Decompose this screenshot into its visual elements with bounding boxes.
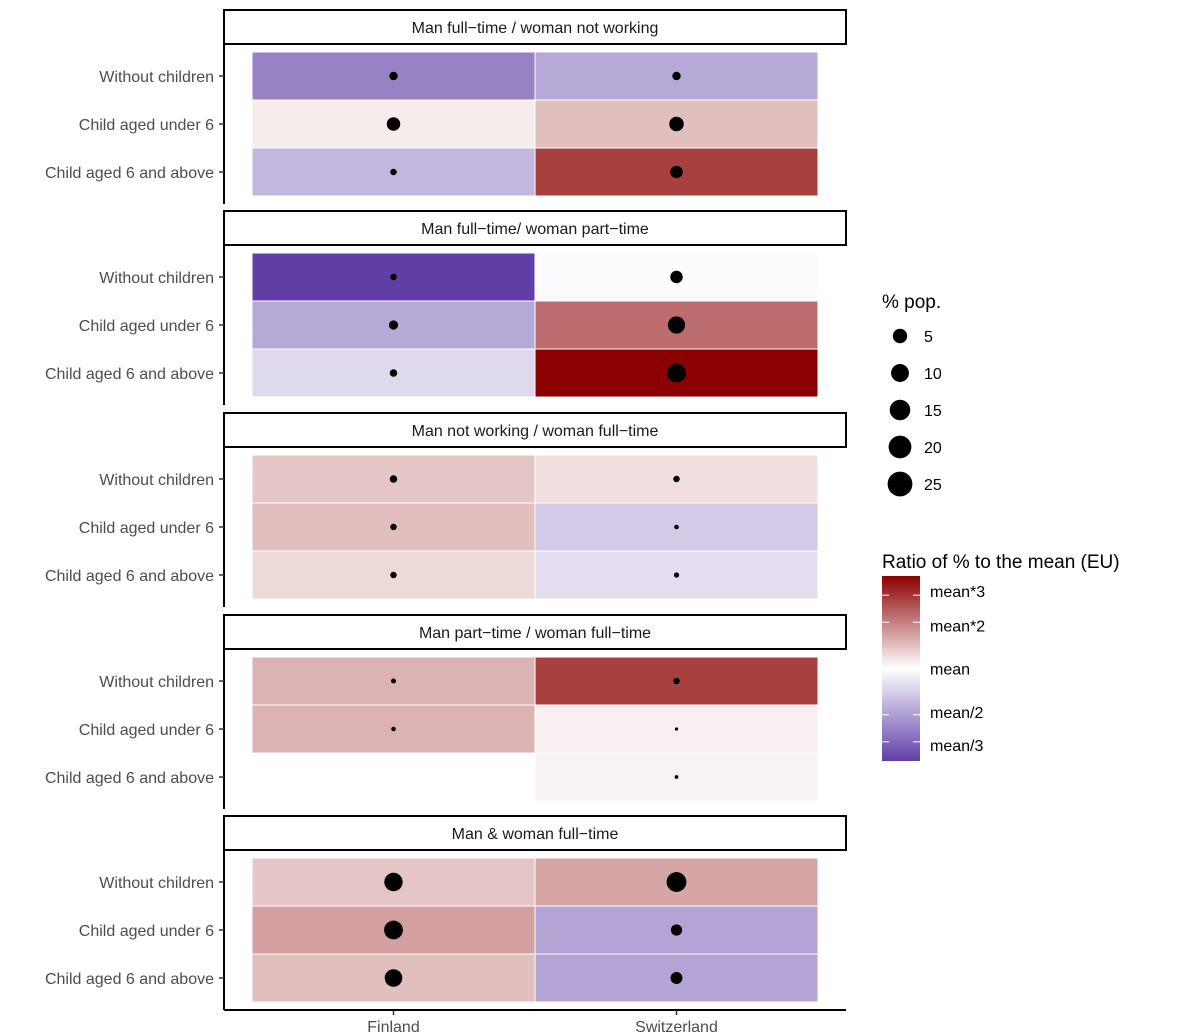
facet-strip xyxy=(223,210,847,246)
y-tick-label: Child aged 6 and above xyxy=(45,770,214,787)
y-tick-label: Child aged under 6 xyxy=(79,722,214,739)
facet-strip xyxy=(223,9,847,45)
x-tick-label: Finland xyxy=(367,1019,419,1036)
size-legend-label: 10 xyxy=(924,366,942,383)
size-point xyxy=(390,678,397,684)
facet-panel: Man part−time / woman full−time Without c… xyxy=(45,614,847,809)
size-point xyxy=(669,116,684,132)
y-tick-label: Child aged under 6 xyxy=(79,318,214,335)
size-point xyxy=(673,677,680,685)
size-point xyxy=(384,872,403,892)
x-tick-label: Switzerland xyxy=(635,1019,718,1036)
size-point xyxy=(670,165,683,179)
facet-title: Man full−time / woman not working xyxy=(412,20,659,37)
size-point xyxy=(390,168,397,176)
size-point xyxy=(386,117,401,131)
facet-strip xyxy=(223,815,847,851)
size-point xyxy=(667,363,686,383)
size-legend-title: % pop. xyxy=(882,292,941,313)
heat-cell xyxy=(251,300,536,350)
facet-panel: Man full−time/ woman part−time Without ch… xyxy=(45,210,847,405)
facet-strip xyxy=(223,412,847,448)
size-legend-key xyxy=(888,435,912,459)
size-point xyxy=(389,71,398,81)
color-legend-title: Ratio of % to the mean (EU) xyxy=(882,552,1120,573)
facet-title: Man full−time/ woman part−time xyxy=(421,221,649,238)
size-point xyxy=(672,71,681,81)
size-point xyxy=(674,524,679,530)
y-tick-label: Child aged 6 and above xyxy=(45,568,214,585)
y-tick-label: Child aged under 6 xyxy=(79,520,214,537)
color-legend-label: mean xyxy=(930,662,970,679)
size-legend: % pop. 5 10 15 20 25 xyxy=(882,292,942,497)
size-point xyxy=(390,571,397,579)
color-legend-label: mean*2 xyxy=(930,618,985,635)
size-point xyxy=(388,320,399,330)
color-legend: Ratio of % to the mean (EU) mean*3 mean*2 m… xyxy=(882,552,1120,761)
facet-title: Man & woman full−time xyxy=(452,826,619,843)
size-point xyxy=(389,369,398,377)
y-tick-label: Without children xyxy=(99,674,214,691)
size-point xyxy=(384,920,403,940)
size-point xyxy=(389,475,398,483)
size-point xyxy=(667,316,686,334)
facet-panel: Man not working / woman full−time Without… xyxy=(45,412,847,607)
y-tick-label: Child aged 6 and above xyxy=(45,971,214,988)
y-tick-label: Without children xyxy=(99,472,214,489)
y-tick-label: Child aged 6 and above xyxy=(45,165,214,182)
size-legend-key xyxy=(892,328,908,344)
y-tick-label: Without children xyxy=(99,69,214,86)
size-legend-label: 25 xyxy=(924,477,942,494)
y-tick-label: Without children xyxy=(99,875,214,892)
facet-panel: Man full−time / woman not working Without… xyxy=(45,9,847,204)
size-point xyxy=(384,969,403,987)
size-legend-key xyxy=(891,364,909,382)
color-legend-label: mean*3 xyxy=(930,584,985,601)
size-point xyxy=(391,726,396,732)
size-point xyxy=(670,972,683,984)
size-legend-label: 20 xyxy=(924,440,942,457)
color-legend-label: mean/3 xyxy=(930,738,983,755)
size-point xyxy=(390,523,397,531)
size-legend-key xyxy=(887,471,913,497)
size-point xyxy=(390,273,397,281)
size-point xyxy=(674,727,679,731)
size-legend-label: 5 xyxy=(924,329,933,346)
y-tick-label: Child aged under 6 xyxy=(79,117,214,134)
facet-strip xyxy=(223,614,847,650)
size-point xyxy=(674,775,679,779)
size-legend-key xyxy=(889,399,911,421)
size-point xyxy=(670,924,683,936)
facet-title: Man not working / woman full−time xyxy=(412,423,659,440)
size-point xyxy=(673,572,680,578)
facet-panel: Man & woman full−time Without children Chi… xyxy=(45,815,847,1010)
size-point xyxy=(666,872,687,892)
facet-title: Man part−time / woman full−time xyxy=(419,625,651,642)
color-legend-label: mean/2 xyxy=(930,705,983,722)
y-tick-label: Without children xyxy=(99,270,214,287)
y-tick-label: Child aged under 6 xyxy=(79,923,214,940)
size-point xyxy=(673,475,680,483)
size-legend-label: 15 xyxy=(924,403,942,420)
y-tick-label: Child aged 6 and above xyxy=(45,366,214,383)
size-point xyxy=(670,270,683,284)
